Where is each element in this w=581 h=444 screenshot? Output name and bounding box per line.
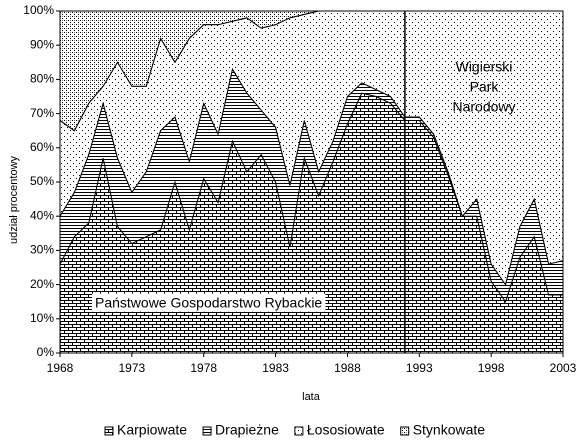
x-axis-title: lata [302,391,321,403]
y-axis-title: udział procentowy [8,155,20,244]
x-tick-label: 1988 [334,361,361,375]
y-tick-label: 70% [30,106,54,120]
y-tick-label: 20% [30,277,54,291]
legend-swatch [294,426,304,436]
x-tick-label: 1998 [478,361,505,375]
annotation: Wigierski [456,59,513,75]
x-tick-label: 1993 [406,361,433,375]
legend-swatch [400,426,410,436]
y-tick-label: 50% [30,174,54,188]
legend-label: Karpiowate [117,422,187,438]
y-tick-label: 60% [30,140,54,154]
y-tick-label: 100% [23,3,54,17]
y-tick-label: 0% [37,345,55,359]
legend-label: Łososiowate [307,422,385,438]
annotation-bg [92,293,326,312]
x-tick-label: 1968 [47,361,74,375]
y-tick-label: 90% [30,37,54,51]
legend-label: Drapieżne [215,422,279,438]
y-tick-label: 30% [30,243,54,257]
x-tick-label: 1978 [190,361,217,375]
legend-swatch [202,426,212,436]
legend-swatch [104,426,114,436]
x-tick-label: 1983 [262,361,289,375]
annotation: Park [470,79,500,95]
y-tick-label: 80% [30,72,54,86]
x-tick-label: 2003 [550,361,577,375]
annotation: Państwowe Gospodarstwo Rybackie [95,295,322,311]
legend-label: Stynkowate [413,422,486,438]
y-tick-label: 40% [30,208,54,222]
annotation: Narodowy [452,99,515,115]
legend: Karpiowate Drapieżne Łososiowate Stynkowate [104,422,486,438]
y-tick-label: 10% [30,311,54,325]
x-tick-label: 1973 [119,361,146,375]
